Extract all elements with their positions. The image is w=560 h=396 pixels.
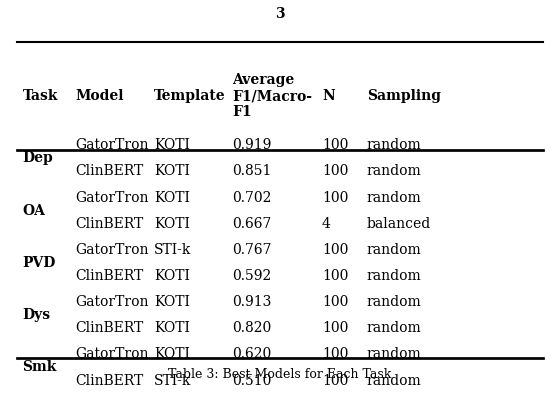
Text: 4: 4: [322, 217, 331, 231]
Text: Task: Task: [22, 89, 58, 103]
Text: random: random: [367, 190, 422, 205]
Text: random: random: [367, 269, 422, 283]
Text: PVD: PVD: [22, 256, 56, 270]
Text: OA: OA: [22, 204, 45, 218]
Text: ClinBERT: ClinBERT: [76, 164, 144, 179]
Text: random: random: [367, 243, 422, 257]
Text: Model: Model: [76, 89, 124, 103]
Text: 100: 100: [322, 138, 348, 152]
Text: 100: 100: [322, 243, 348, 257]
Text: random: random: [367, 164, 422, 179]
Text: random: random: [367, 295, 422, 309]
Text: 100: 100: [322, 321, 348, 335]
Text: 0.820: 0.820: [232, 321, 272, 335]
Text: 0.851: 0.851: [232, 164, 272, 179]
Text: 0.913: 0.913: [232, 295, 272, 309]
Text: ClinBERT: ClinBERT: [76, 269, 144, 283]
Text: Average
F1/Macro-
F1: Average F1/Macro- F1: [232, 73, 312, 119]
Text: KOTI: KOTI: [154, 190, 190, 205]
Text: Dys: Dys: [22, 308, 50, 322]
Text: 100: 100: [322, 164, 348, 179]
Text: ClinBERT: ClinBERT: [76, 373, 144, 388]
Text: Dep: Dep: [22, 151, 53, 166]
Text: ClinBERT: ClinBERT: [76, 217, 144, 231]
Text: 0.702: 0.702: [232, 190, 272, 205]
Text: ClinBERT: ClinBERT: [76, 321, 144, 335]
Text: GatorTron: GatorTron: [76, 138, 149, 152]
Text: random: random: [367, 321, 422, 335]
Text: random: random: [367, 373, 422, 388]
Text: 3: 3: [275, 7, 285, 21]
Text: balanced: balanced: [367, 217, 431, 231]
Text: KOTI: KOTI: [154, 269, 190, 283]
Text: KOTI: KOTI: [154, 347, 190, 362]
Text: 100: 100: [322, 347, 348, 362]
Text: GatorTron: GatorTron: [76, 347, 149, 362]
Text: 0.667: 0.667: [232, 217, 272, 231]
Text: GatorTron: GatorTron: [76, 190, 149, 205]
Text: Table 3: Best Models for Each Task: Table 3: Best Models for Each Task: [169, 368, 391, 381]
Text: Sampling: Sampling: [367, 89, 441, 103]
Text: Template: Template: [154, 89, 226, 103]
Text: random: random: [367, 347, 422, 362]
Text: 100: 100: [322, 295, 348, 309]
Text: 0.767: 0.767: [232, 243, 272, 257]
Text: STI-k: STI-k: [154, 243, 192, 257]
Text: KOTI: KOTI: [154, 321, 190, 335]
Text: 100: 100: [322, 373, 348, 388]
Text: KOTI: KOTI: [154, 295, 190, 309]
Text: GatorTron: GatorTron: [76, 295, 149, 309]
Text: random: random: [367, 138, 422, 152]
Text: 0.919: 0.919: [232, 138, 272, 152]
Text: 100: 100: [322, 269, 348, 283]
Text: 100: 100: [322, 190, 348, 205]
Text: STI-k: STI-k: [154, 373, 192, 388]
Text: GatorTron: GatorTron: [76, 243, 149, 257]
Text: KOTI: KOTI: [154, 217, 190, 231]
Text: N: N: [322, 89, 335, 103]
Text: 0.620: 0.620: [232, 347, 272, 362]
Text: 0.592: 0.592: [232, 269, 272, 283]
Text: 0.510: 0.510: [232, 373, 272, 388]
Text: Smk: Smk: [22, 360, 57, 375]
Text: KOTI: KOTI: [154, 164, 190, 179]
Text: KOTI: KOTI: [154, 138, 190, 152]
